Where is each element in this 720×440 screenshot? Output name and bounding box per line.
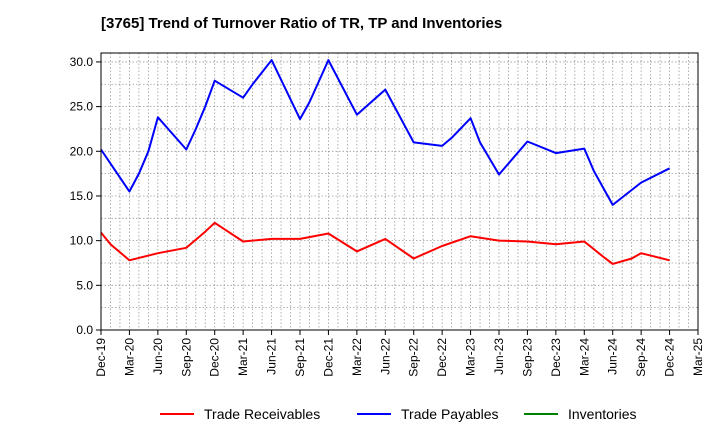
- series-line-trade-payables: [100, 59, 671, 206]
- series-line-trade-receivables: [100, 221, 670, 265]
- y-tick-label: 5.0: [76, 278, 93, 292]
- x-tick-label: Mar-25: [691, 338, 705, 376]
- x-tick-label: Mar-23: [464, 338, 478, 376]
- x-tick-label: Dec-22: [435, 338, 449, 377]
- y-tick-label: 20.0: [70, 144, 94, 158]
- x-tick-label: Sep-23: [520, 338, 534, 377]
- x-tick-label: Dec-19: [94, 338, 108, 377]
- legend-label-trade-receivables: Trade Receivables: [204, 406, 320, 422]
- legend-label-trade-payables: Trade Payables: [401, 406, 499, 422]
- x-tick-label: Mar-22: [350, 338, 364, 376]
- x-tick-label: Mar-24: [577, 338, 591, 376]
- x-tick-label: Sep-24: [634, 338, 648, 377]
- y-tick-label: 30.0: [70, 55, 94, 69]
- legend: Trade Receivables Trade Payables Inventori…: [160, 406, 636, 422]
- x-tick-label: Mar-21: [236, 338, 250, 376]
- x-tick-label: Dec-21: [321, 338, 335, 377]
- grid-layer: [100, 53, 699, 330]
- x-tick-label: Jun-22: [378, 338, 392, 375]
- x-tick-label: Jun-23: [492, 338, 506, 375]
- chart-title: [3765] Trend of Turnover Ratio of TR, TP…: [101, 15, 503, 32]
- y-tick-label: 25.0: [70, 100, 94, 114]
- y-tick-label: 0.0: [76, 323, 93, 337]
- x-tick-label: Sep-21: [293, 338, 307, 377]
- x-tick-label: Sep-22: [407, 338, 421, 377]
- x-tick-label: Dec-20: [208, 338, 222, 377]
- x-tick-label: Dec-24: [663, 338, 677, 377]
- y-tick-label: 15.0: [70, 189, 94, 203]
- plot-frame: [100, 52, 699, 331]
- y-tick-label: 10.0: [70, 234, 94, 248]
- x-tick-label: Jun-24: [606, 338, 620, 375]
- legend-label-inventories: Inventories: [568, 406, 636, 422]
- x-tick-label: Jun-21: [265, 338, 279, 375]
- x-tick-label: Jun-20: [151, 338, 165, 375]
- x-tick-label: Dec-23: [549, 338, 563, 377]
- series-layer: [100, 59, 671, 265]
- x-tick-label: Sep-20: [179, 338, 193, 377]
- axis-layer: 0.0 5.0 10.0 15.0 20.0 25.0 30.0 Dec-19 Mar-20 Ju…: [70, 52, 705, 377]
- x-tick-label: Mar-20: [122, 338, 136, 376]
